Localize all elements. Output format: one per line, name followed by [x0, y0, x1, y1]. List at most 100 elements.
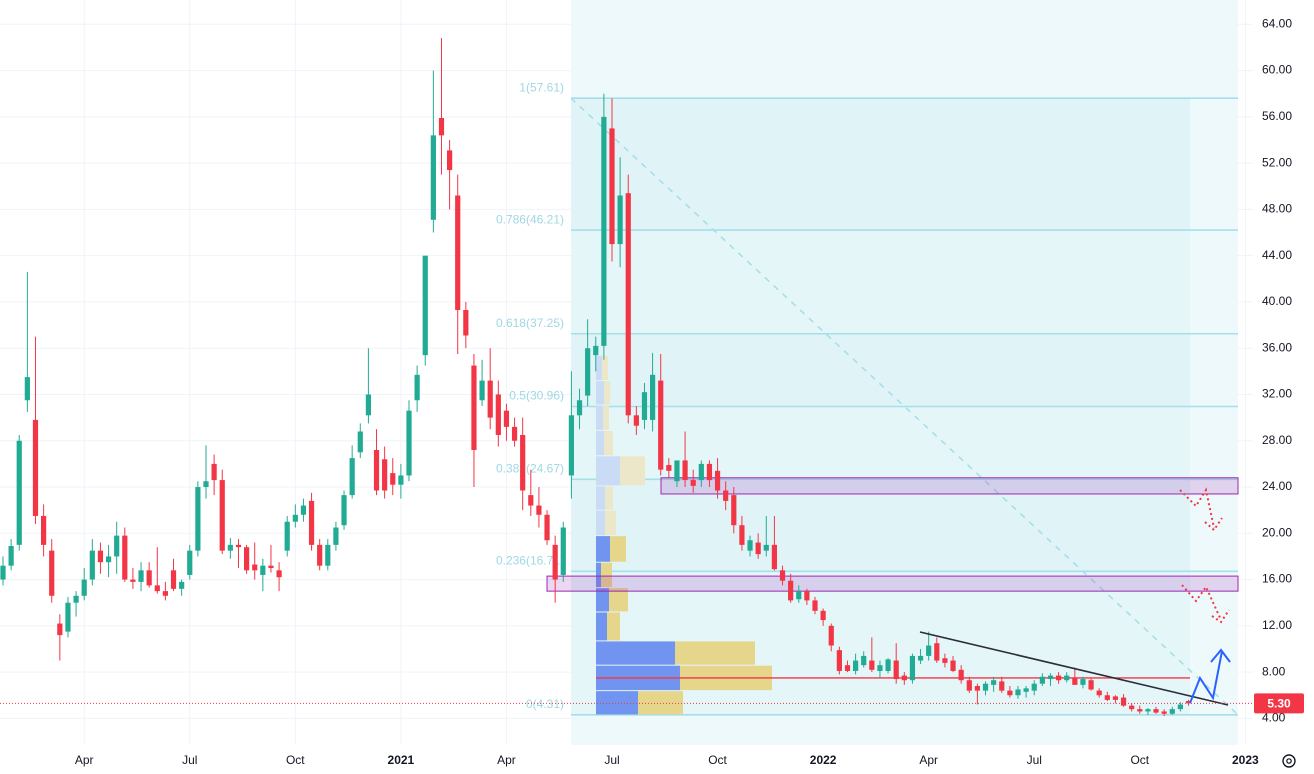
- candle-body: [698, 463, 704, 481]
- candle-body: [917, 655, 924, 661]
- candle-body: [1169, 709, 1175, 714]
- candle-body: [357, 431, 363, 453]
- fib-level-label: 0.618(37.25): [496, 316, 564, 330]
- profile-up-bar: [596, 691, 638, 715]
- candle-body: [779, 570, 786, 581]
- candle-body: [203, 481, 209, 488]
- candle-body: [422, 255, 428, 356]
- candle-body: [714, 470, 721, 491]
- candle-body: [447, 150, 453, 171]
- candle-body: [1145, 709, 1151, 712]
- profile-up-bar: [596, 381, 604, 405]
- candle-body: [974, 686, 980, 691]
- x-tick-label: Apr: [919, 753, 938, 767]
- candle-body: [471, 365, 477, 451]
- fib-level-label: 0.236(16.71): [496, 554, 564, 568]
- candle-body: [24, 377, 30, 401]
- candle-body: [601, 116, 607, 346]
- candle-body: [576, 400, 583, 416]
- projection-arrow: [1179, 487, 1215, 529]
- candle-body: [130, 579, 136, 582]
- profile-up-bar: [596, 612, 607, 641]
- settings-icon[interactable]: [1282, 754, 1296, 768]
- y-tick-label: 40.00: [1262, 294, 1292, 308]
- candle-body: [934, 643, 940, 661]
- candle-body: [901, 675, 907, 681]
- profile-down-bar: [602, 355, 608, 381]
- x-tick-label: Apr: [75, 753, 94, 767]
- candle-body: [235, 544, 242, 548]
- candle-body: [982, 683, 989, 691]
- candle-body: [861, 655, 867, 666]
- candle-body: [463, 310, 469, 336]
- candle-body: [1129, 705, 1135, 710]
- candle-body: [341, 495, 347, 526]
- candle-body: [706, 463, 713, 481]
- candle-body: [211, 463, 217, 481]
- candle-body: [162, 591, 168, 596]
- y-tick-label: 24.00: [1262, 479, 1292, 493]
- candle-body: [796, 591, 802, 600]
- candle-body: [788, 580, 794, 601]
- candle-body: [723, 490, 729, 501]
- candle-body: [804, 591, 810, 601]
- candle-body: [877, 665, 883, 671]
- candle-body: [32, 419, 39, 516]
- profile-up-bar: [596, 405, 603, 430]
- candle-body: [154, 585, 160, 592]
- candle-body: [633, 415, 639, 426]
- profile-up-bar: [596, 588, 609, 612]
- candle-body: [1072, 677, 1078, 685]
- profile-up-bar: [596, 430, 604, 456]
- candle-body: [138, 570, 144, 582]
- candle-body: [836, 650, 842, 671]
- candle-body: [844, 665, 851, 671]
- arrow-head: [1211, 609, 1230, 624]
- profile-down-bar: [675, 641, 755, 665]
- candle-body: [1023, 688, 1029, 692]
- candle-body: [536, 505, 542, 515]
- candle-body: [65, 602, 71, 632]
- y-tick-label: 56.00: [1262, 109, 1292, 123]
- fib-level-label: 0.382(24.67): [496, 461, 564, 475]
- candle-body: [308, 500, 315, 545]
- candle-body: [658, 380, 664, 470]
- y-tick-label: 64.00: [1262, 16, 1292, 30]
- zones-layer: [546, 477, 1239, 592]
- x-tick-label: Jul: [1027, 753, 1042, 767]
- x-tick-label: Oct: [708, 753, 727, 767]
- candle-body: [49, 550, 55, 596]
- profile-down-bar: [605, 486, 613, 510]
- candle-body: [252, 564, 258, 571]
- candle-body: [105, 556, 112, 563]
- fib-band: [571, 98, 1190, 231]
- candle-body: [820, 610, 826, 621]
- candle-body: [0, 565, 6, 580]
- x-tick-label: Oct: [286, 753, 305, 767]
- profile-down-bar: [604, 381, 610, 405]
- gear-outer[interactable]: [1282, 754, 1296, 768]
- candle-body: [641, 392, 648, 420]
- candle-body: [958, 669, 964, 681]
- candle-body: [1064, 675, 1070, 681]
- candle-body: [568, 415, 574, 476]
- y-tick-label: 44.00: [1262, 248, 1292, 262]
- fibonacci-layer: 1(57.61) 0.786(46.21) 0.618(37.25) 0.5(30.9…: [496, 0, 1239, 745]
- profile-down-bar: [607, 612, 620, 641]
- price-scale: [1253, 0, 1314, 774]
- gear-inner[interactable]: [1286, 758, 1292, 764]
- fib-band: [571, 333, 1190, 407]
- candle-body: [609, 128, 615, 245]
- candle-body: [617, 195, 623, 245]
- profile-up-bar: [596, 562, 601, 588]
- candle-body: [1056, 675, 1062, 681]
- x-tick-label: Oct: [1130, 753, 1149, 767]
- candle-body: [373, 450, 380, 491]
- candle-body: [284, 521, 290, 551]
- candle-body: [666, 465, 672, 471]
- candle-body: [747, 540, 753, 551]
- projection-arrow: [1181, 584, 1222, 621]
- candle-body: [528, 495, 534, 506]
